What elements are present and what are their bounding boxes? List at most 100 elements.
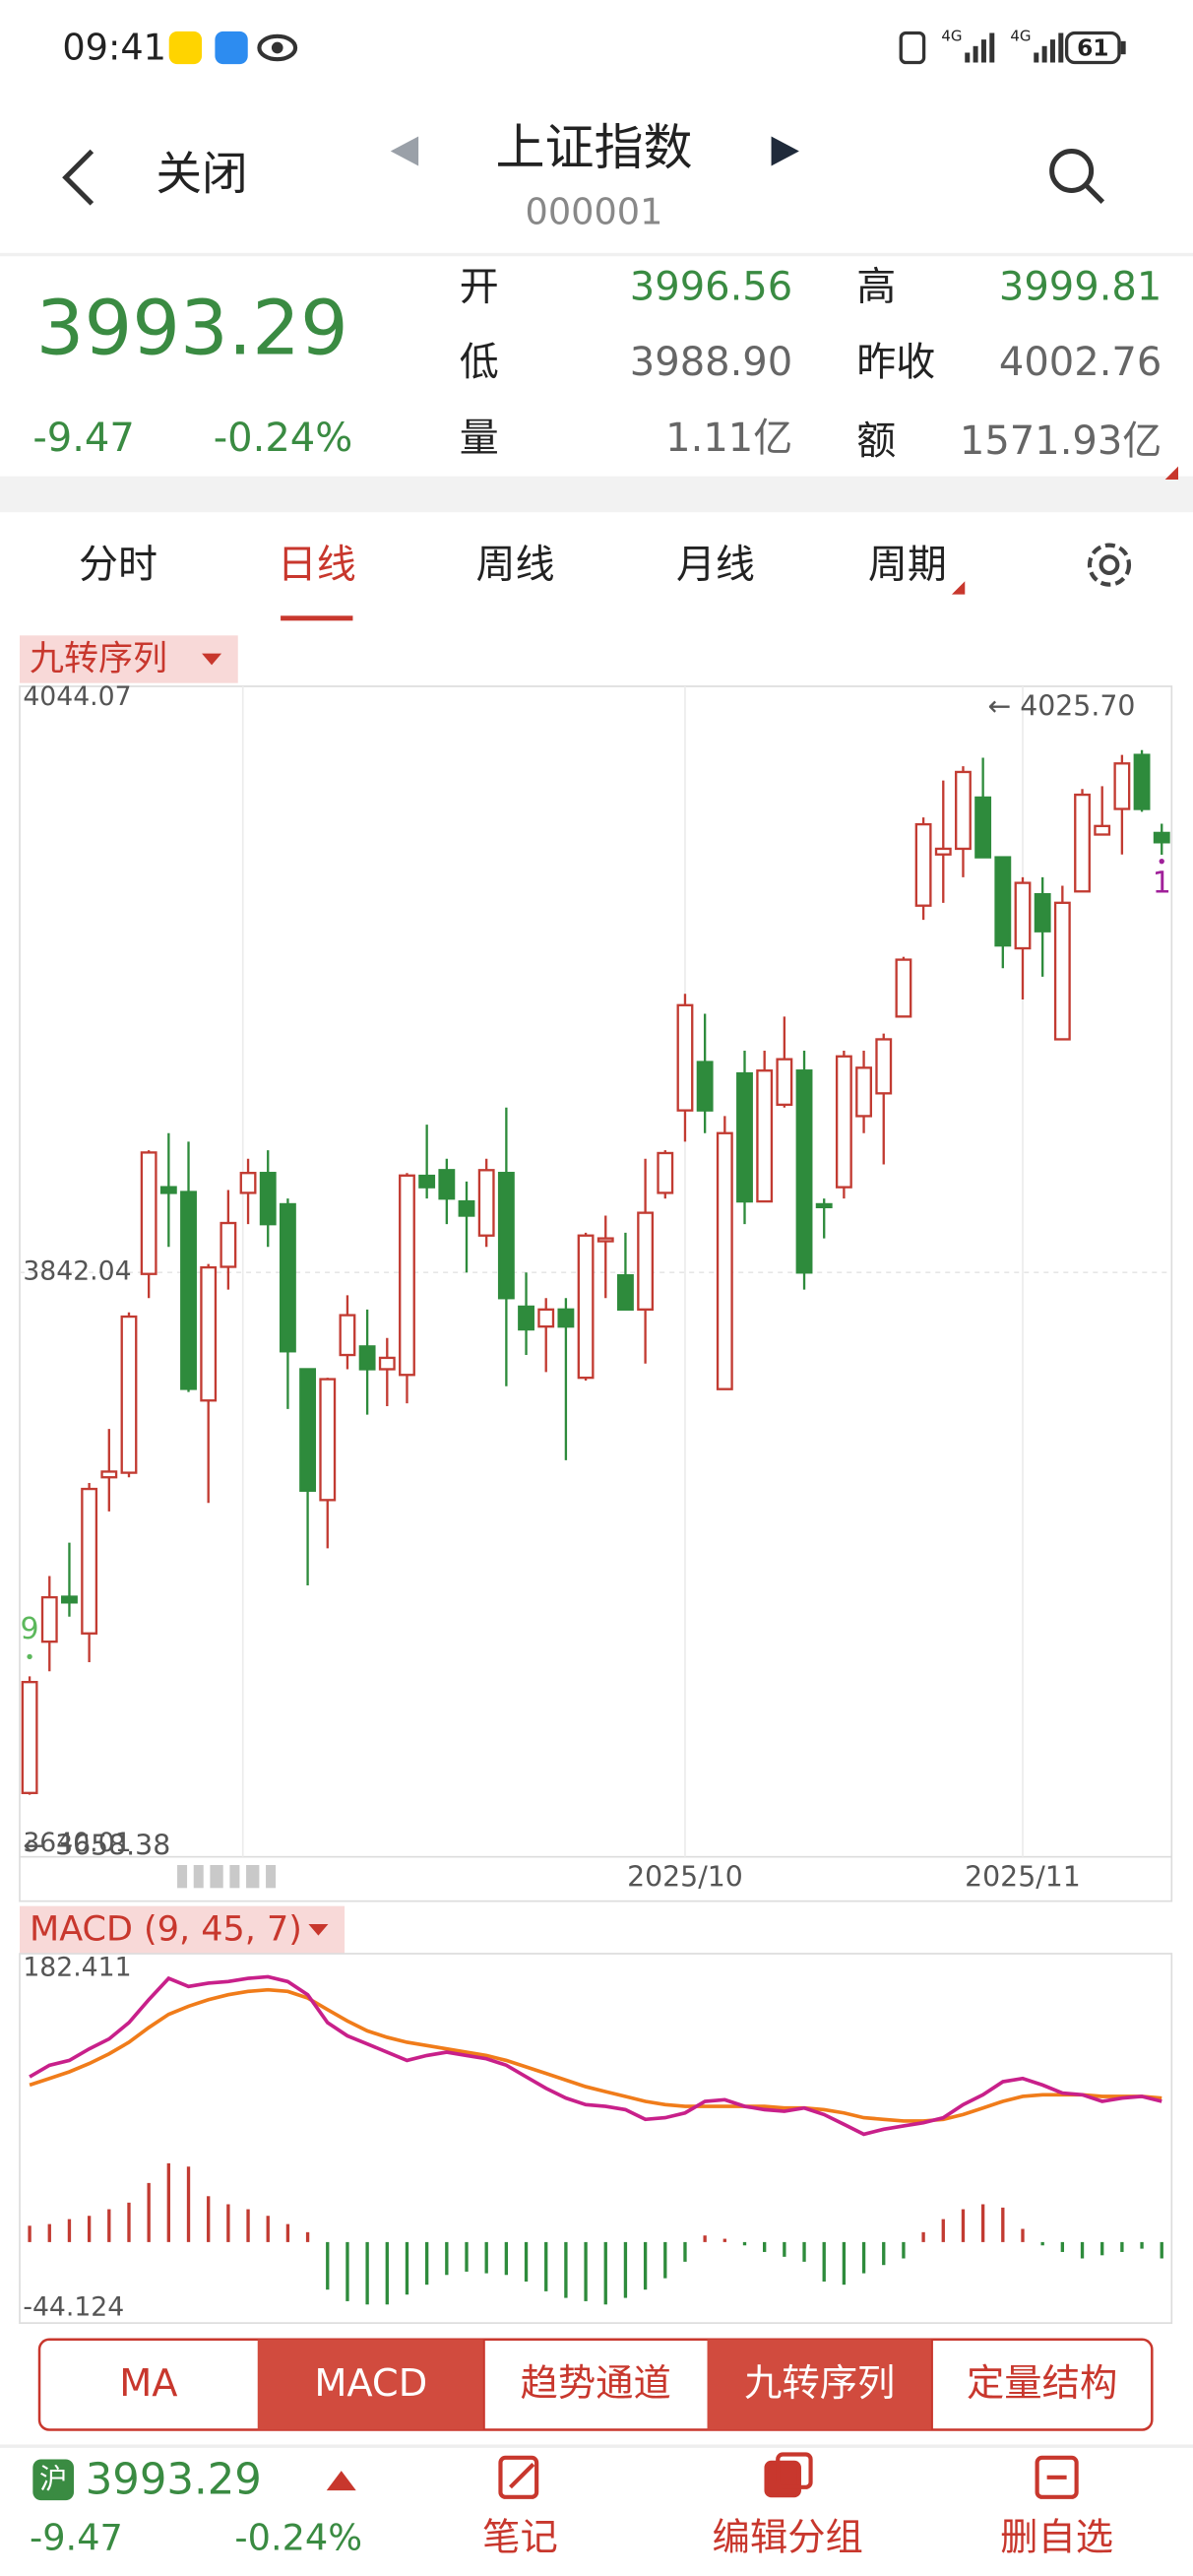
nine-turn-label: 1: [1153, 867, 1171, 901]
macd-frame: [19, 1953, 1173, 2324]
candle-body: [974, 796, 992, 859]
macd-line: [29, 1987, 1162, 2123]
candle-body: [1014, 881, 1032, 950]
indicator-button[interactable]: MACD: [314, 2361, 427, 2406]
candle-body: [239, 1172, 257, 1194]
candle-body: [756, 1069, 774, 1203]
search-icon[interactable]: [1049, 149, 1095, 194]
candle-body: [40, 1595, 58, 1643]
candle-body: [497, 1172, 515, 1300]
search-icon: [1084, 183, 1105, 204]
candle-body: [1113, 762, 1131, 810]
field-label: 昨收: [856, 340, 935, 385]
field-label: 量: [460, 416, 499, 461]
candle-body: [577, 1234, 595, 1380]
candle-body: [1094, 824, 1111, 836]
field-value: 4002.76: [999, 340, 1162, 385]
dropdown-arrow: [308, 1924, 329, 1936]
field-label: 高: [856, 265, 896, 310]
prev-arrow[interactable]: [390, 136, 419, 166]
candle-body: [835, 1055, 852, 1189]
candle-body: [200, 1265, 218, 1402]
candle-body: [378, 1356, 396, 1371]
field-value: 3999.81: [999, 265, 1162, 310]
candle-body: [955, 770, 972, 851]
indicator-button[interactable]: MA: [119, 2361, 177, 2406]
candle-body: [557, 1308, 575, 1328]
nfc-icon: [899, 31, 926, 65]
status-time: 09:41: [62, 27, 166, 69]
page-title: 上证指数: [495, 119, 692, 176]
network-label: 4G: [941, 27, 962, 44]
tab[interactable]: 分时: [79, 542, 157, 587]
footer-action[interactable]: 笔记: [482, 2516, 558, 2560]
button-bg: [707, 2339, 932, 2430]
footer-action[interactable]: 编辑分组: [713, 2516, 863, 2560]
tab[interactable]: 月线: [676, 542, 755, 587]
tab-underline: [281, 615, 353, 621]
chart-frame: [19, 685, 1173, 1902]
signal-icon: [965, 32, 1064, 63]
field-label: 开: [460, 265, 499, 310]
candle-body: [279, 1202, 296, 1353]
settings-icon[interactable]: [1087, 543, 1132, 587]
eye-icon: [257, 33, 298, 62]
candle-body: [61, 1595, 78, 1604]
stock-code: 000001: [526, 190, 663, 232]
battery-level: 61: [1077, 34, 1108, 62]
dropdown-arrow: [202, 653, 222, 666]
back-icon[interactable]: [62, 149, 94, 206]
candle-body: [140, 1151, 157, 1275]
candle-body: [696, 1061, 714, 1112]
candle-body: [518, 1305, 534, 1331]
candle-body: [438, 1169, 456, 1200]
candle-body: [596, 1237, 614, 1243]
content: 09:41 4G 4G 61 关闭 上证指数 000001 3993.29 -9.47 -0.24…: [20, 27, 1178, 2560]
network-label: 4G: [1010, 27, 1031, 44]
candle-body: [815, 1202, 833, 1209]
candle-body: [875, 1038, 893, 1095]
x-tick-label: 2025/10: [627, 1860, 743, 1893]
annotation: ← 3658.38: [23, 1830, 170, 1862]
candle-body: [537, 1308, 555, 1328]
indicator-button[interactable]: 趋势通道: [521, 2361, 671, 2406]
app-icon: [215, 31, 248, 65]
eye-icon: [271, 41, 283, 54]
tab[interactable]: 周线: [475, 542, 554, 587]
y-tick-label: -44.124: [23, 2292, 124, 2323]
candle-body: [676, 1003, 694, 1112]
back-label[interactable]: 关闭: [156, 149, 247, 202]
indicator-button[interactable]: 定量结构: [967, 2361, 1117, 2406]
field-label: 低: [460, 340, 499, 385]
field-value: 1571.93亿: [960, 419, 1162, 464]
candle-body: [120, 1315, 138, 1474]
market-badge-label: 沪: [39, 2463, 67, 2495]
next-arrow[interactable]: [771, 136, 799, 166]
y-tick-label: 3640.01: [23, 1828, 131, 1858]
y-tick-label: 4044.07: [23, 681, 131, 712]
candle-body: [81, 1487, 98, 1635]
candle-body: [1034, 892, 1051, 933]
indicator-button[interactable]: 九转序列: [744, 2361, 895, 2406]
candle-body: [418, 1174, 436, 1189]
candle-body: [855, 1066, 872, 1118]
candle-body: [637, 1211, 655, 1311]
candle-body: [220, 1221, 237, 1268]
tab[interactable]: 周期: [868, 542, 947, 587]
candle-body: [339, 1314, 356, 1357]
candle-body: [1133, 753, 1151, 810]
change: -9.47: [32, 416, 134, 461]
indicator-tag[interactable]: [20, 1905, 345, 1955]
indicator-tag[interactable]: [20, 635, 238, 683]
battery-icon: [1120, 40, 1126, 55]
candle-body: [180, 1191, 197, 1390]
tab[interactable]: 日线: [278, 542, 356, 587]
candle-body: [100, 1470, 118, 1479]
footer-action[interactable]: 删自选: [1000, 2516, 1113, 2560]
battery-icon: [1064, 31, 1121, 65]
settings-icon: [1099, 554, 1120, 576]
up-arrow: [326, 2471, 356, 2491]
candle-body: [319, 1378, 337, 1502]
candle-body: [994, 856, 1012, 947]
nine-turn-label: 9: [21, 1612, 39, 1646]
